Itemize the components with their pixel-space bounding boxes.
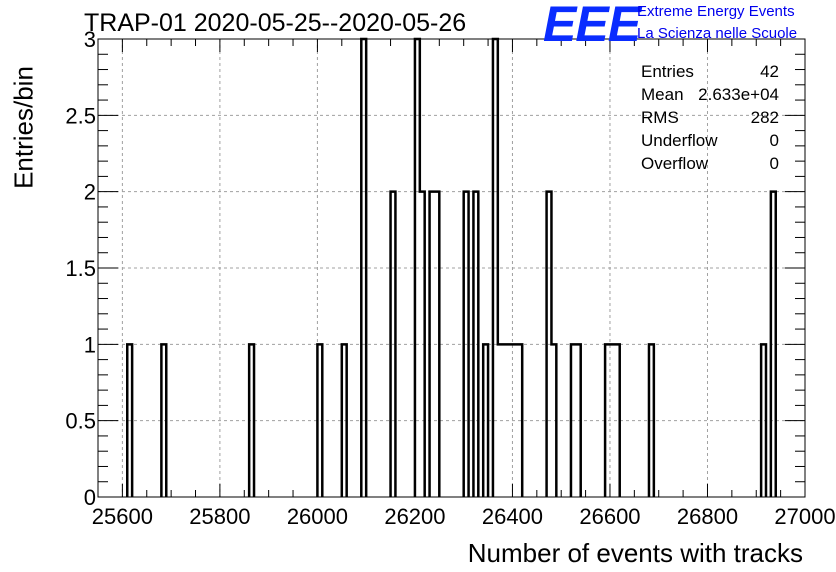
histogram-bins	[126, 37, 777, 497]
x-tick-label: 25800	[189, 504, 250, 529]
stats-value: 2.633e+04	[698, 85, 779, 104]
y-tick-label: 1	[84, 332, 96, 357]
stats-label: Mean	[641, 85, 684, 104]
y-tick-label: 0.5	[65, 409, 96, 434]
stats-label: Entries	[641, 62, 694, 81]
stats-value: 42	[760, 62, 779, 81]
eee-logo: EEE	[543, 0, 641, 52]
y-tick-label: 2.5	[65, 103, 96, 128]
stats-label: Underflow	[641, 131, 718, 150]
x-tick-label: 26400	[482, 504, 543, 529]
x-tick-label: 25600	[92, 504, 153, 529]
x-tick-label: 26200	[384, 504, 445, 529]
stats-value: 282	[750, 108, 779, 127]
histogram-bin	[605, 344, 620, 497]
x-tick-label: 26600	[579, 504, 640, 529]
stats-row-underflow: Underflow 0	[641, 129, 779, 152]
stats-box: Entries 42 Mean 2.633e+04 RMS 282 Underf…	[641, 60, 779, 175]
y-tick-label: 2	[84, 180, 96, 205]
stats-label: RMS	[641, 108, 679, 127]
y-tick-label: 1.5	[65, 256, 96, 281]
stats-label: Overflow	[641, 154, 709, 173]
stats-value: 0	[769, 154, 779, 173]
stats-row-entries: Entries 42	[641, 60, 779, 83]
histogram-outline	[126, 37, 777, 497]
logo-tagline-1: Extreme Energy Events	[637, 3, 795, 20]
x-tick-label: 26800	[677, 504, 738, 529]
y-tick-label: 0	[84, 485, 96, 510]
chart-title: TRAP-01 2020-05-25--2020-05-26	[84, 9, 467, 37]
stats-row-overflow: Overflow 0	[641, 152, 779, 175]
logo-tagline-2: La Scienza nelle Scuole	[637, 25, 798, 42]
x-tick-label: 27000	[774, 504, 835, 529]
y-axis-label: Entries/bin	[8, 66, 39, 189]
stats-row-rms: RMS 282	[641, 106, 779, 129]
x-axis-label: Number of events with tracks	[467, 538, 803, 568]
x-tick-label: 26000	[287, 504, 348, 529]
stats-row-mean: Mean 2.633e+04	[641, 83, 779, 106]
stats-value: 0	[769, 131, 779, 150]
y-tick-label: 3	[84, 27, 96, 52]
tick-labels: 25600 25800 26000 26200 26400 26600 26800 27000…	[65, 27, 835, 529]
